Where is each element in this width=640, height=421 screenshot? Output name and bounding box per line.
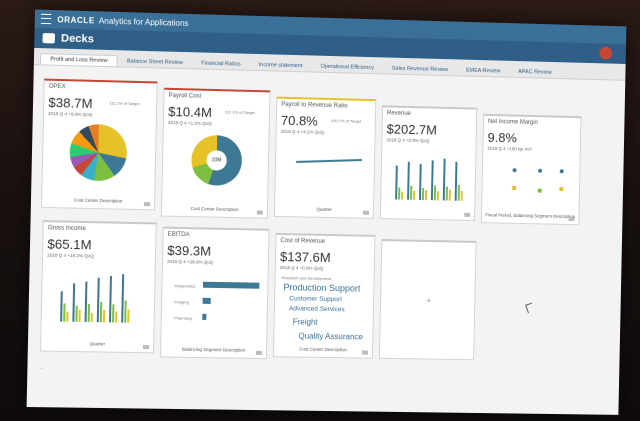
gross-sub: 2018 Q 4 +18.2% QoQ — [47, 253, 94, 259]
net-dot-2 — [538, 169, 542, 173]
gross-income-card[interactable]: Gross Income $65.1M 2018 Q 4 +18.2% QoQ … — [40, 220, 157, 353]
net-dot-4 — [512, 186, 516, 190]
net-income-card[interactable]: Net Income Margin 9.8% 2018 Q 4 +100 bp … — [481, 114, 582, 225]
cost-of-revenue-card[interactable]: Cost of Revenue $137.6M 2018 Q 4 +0.9% Q… — [273, 233, 376, 359]
opex-title: OPEX — [49, 84, 66, 90]
ebitda-bar-1 — [203, 282, 260, 289]
payroll-center: 10M — [212, 157, 222, 163]
net-kpi: 9.8% — [487, 130, 517, 146]
net-sub: 2018 Q 4 +100 bp YoY — [487, 146, 532, 152]
opex-card[interactable]: OPEX $38.7M 111.1% of Target 2018 Q 4 +9… — [41, 79, 158, 211]
ebitda-card[interactable]: EBITDA $39.3M 2018 Q 4 +28.9% QoQ Diagno… — [160, 227, 270, 359]
ebitda-expand-icon[interactable] — [256, 351, 262, 355]
tab-balance-sheet[interactable]: Balance Sheet Review — [118, 56, 192, 68]
cor-word-3: Advanced Services — [289, 305, 345, 313]
ebitda-bar-3 — [202, 314, 206, 320]
net-dot-5 — [538, 189, 542, 193]
ebitda-bar-2 — [203, 298, 211, 304]
net-dot-3 — [560, 169, 564, 173]
tab-sales-revenue[interactable]: Sales Revenue Review — [383, 63, 457, 75]
deck-icon — [42, 33, 54, 43]
app-name: Analytics for Applications — [99, 16, 189, 28]
opex-foot: Cost Center Description — [42, 197, 154, 204]
ratio-foot: Quarter — [275, 206, 373, 213]
mouse-cursor-icon — [525, 303, 534, 314]
net-dot-1 — [513, 168, 517, 172]
payroll-card[interactable]: Payroll Cost $10.4M 112.1% of Target 201… — [161, 88, 271, 219]
ratio-expand-icon[interactable] — [363, 211, 369, 215]
opex-expand-icon[interactable] — [144, 202, 150, 206]
revenue-kpi: $202.7M — [386, 121, 437, 137]
cor-foot: Cost Center Description — [274, 346, 372, 353]
revenue-card[interactable]: Revenue $202.7M 2018 Q 4 +0.9% QoQ — [380, 105, 478, 221]
add-icon[interactable]: + — [427, 298, 431, 305]
opex-target: 111.1% of Target — [109, 100, 139, 106]
tab-emea[interactable]: EMEA Review — [457, 65, 509, 76]
hamburger-menu-icon[interactable] — [41, 14, 51, 24]
tab-apac[interactable]: APAC Review — [509, 67, 560, 78]
gross-title: Gross Income — [48, 225, 86, 232]
gross-kpi: $65.1M — [47, 236, 92, 252]
ratio-title: Payroll to Revenue Ratio — [281, 102, 348, 110]
cor-sub: 2018 Q 4 +0.9% QoQ — [280, 265, 324, 271]
payroll-foot: Cost Center Description — [162, 205, 267, 212]
ratio-target: 100.7% of Target — [331, 118, 361, 124]
payroll-title: Payroll Cost — [168, 93, 201, 100]
cor-word-4: Freight — [293, 317, 318, 326]
ratio-line — [296, 159, 362, 163]
payroll-expand-icon[interactable] — [257, 210, 263, 214]
ebitda-row-1: Diagnostics — [175, 283, 196, 288]
cor-kpi: $137.6M — [280, 249, 331, 265]
cor-word-5: Quality Assurance — [298, 332, 363, 342]
ratio-kpi: 70.8% — [281, 113, 318, 129]
oracle-logo: ORACLE — [57, 15, 95, 25]
net-title: Net Income Margin — [488, 119, 538, 126]
net-foot: Fiscal Period, Balancing Segment Descrip… — [482, 212, 579, 219]
payroll-kpi: $10.4M — [168, 104, 212, 120]
avatar[interactable] — [599, 46, 612, 59]
net-dot-6 — [559, 187, 563, 191]
tab-operational-efficiency[interactable]: Operational Efficiency — [311, 61, 382, 73]
cor-expand-icon[interactable] — [362, 351, 368, 355]
revenue-title: Revenue — [387, 110, 411, 117]
cor-word-2: Customer Support — [289, 295, 342, 303]
deck-title: Decks — [61, 33, 94, 46]
revenue-sub: 2018 Q 4 +0.9% QoQ — [386, 137, 429, 143]
empty-card[interactable]: + — [379, 239, 477, 360]
opex-pie — [69, 124, 127, 182]
cor-word-1: Production Support — [283, 282, 360, 293]
ebitda-row-3: Pharmacy — [174, 315, 192, 320]
payroll-target: 112.1% of Target — [225, 109, 255, 115]
projected-screen: ORACLE Analytics for Applications Decks … — [27, 10, 627, 415]
tab-profit-and-loss[interactable]: Profit and Loss Review — [40, 53, 118, 66]
revenue-expand-icon[interactable] — [464, 213, 470, 217]
tab-financial-ratios[interactable]: Financial Ratios — [192, 58, 250, 70]
tab-income-statement[interactable]: Income statement — [250, 60, 312, 72]
cor-heading: Research and Development — [282, 275, 332, 281]
revenue-bars — [395, 156, 467, 201]
gross-bars — [60, 271, 134, 323]
cor-title: Cost of Revenue — [280, 238, 325, 245]
ebitda-title: EBITDA — [168, 232, 190, 238]
net-expand-icon[interactable] — [569, 217, 575, 221]
ratio-card[interactable]: Payroll to Revenue Ratio 70.8% 100.7% of… — [274, 97, 376, 219]
gross-expand-icon[interactable] — [143, 345, 149, 349]
ebitda-foot: Balancing Segment Description — [161, 346, 266, 353]
opex-kpi: $38.7M — [48, 95, 93, 111]
ratio-sub: 2018 Q 4 +4.1% QoQ — [281, 129, 325, 135]
payroll-sub: 2018 Q 4 +1.2% QoQ — [168, 120, 212, 126]
opex-sub: 2018 Q 4 +9.9% QoQ — [48, 111, 92, 117]
ebitda-kpi: $39.3M — [167, 243, 211, 259]
ebitda-row-2: Imaging — [174, 299, 188, 304]
gross-foot: Quarter — [41, 340, 153, 347]
ebitda-sub: 2018 Q 4 +28.9% QoQ — [167, 259, 213, 265]
